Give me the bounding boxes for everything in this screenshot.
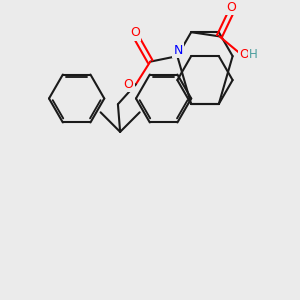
Text: N: N — [173, 44, 183, 57]
Text: O: O — [240, 49, 250, 62]
Text: O: O — [226, 1, 236, 14]
Text: O: O — [130, 26, 140, 39]
Text: H: H — [249, 48, 258, 61]
Text: O: O — [124, 78, 134, 91]
